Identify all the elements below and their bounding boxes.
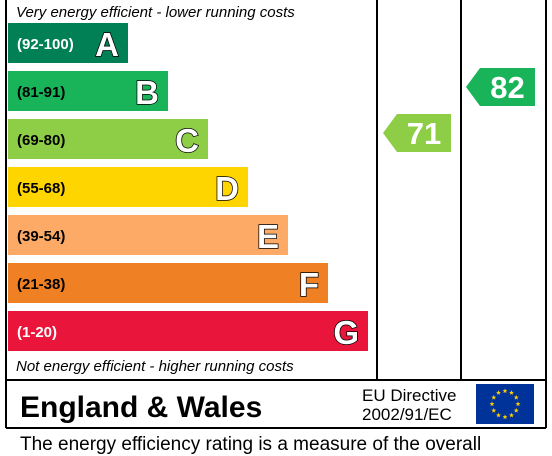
current-rating-arrow: 71: [383, 114, 451, 152]
band-b: (81-91) B: [8, 71, 168, 112]
band-range-a: (92-100): [17, 36, 74, 53]
rating-arrow-shape: [466, 68, 535, 106]
rating-value: 82: [490, 70, 524, 105]
eu-flag: [476, 384, 534, 424]
eu-star-icon: [513, 407, 519, 413]
eu-flag-stars: [489, 388, 521, 420]
directive-line-2: 2002/91/EC: [362, 405, 452, 424]
footer-text: The energy efficiency rating is a measur…: [20, 434, 482, 455]
eu-star-icon: [491, 394, 497, 400]
band-c: (69-80) C: [8, 119, 208, 160]
band-range-c: (69-80): [17, 132, 65, 149]
band-range-g: (1-20): [17, 324, 57, 341]
top-note: Very energy efficient - lower running co…: [16, 4, 295, 21]
band-bar-g: [8, 311, 368, 351]
rating-bands: (92-100) A (81-91) B (69-80) C (55-68) D (39-54)…: [8, 23, 368, 352]
band-bar-d: [8, 167, 248, 207]
band-a: (92-100) A: [8, 23, 128, 64]
band-letter-f: F: [299, 266, 319, 303]
region-label: England & Wales: [20, 391, 262, 424]
band-g: (1-20) G: [8, 311, 368, 352]
eu-star-icon: [515, 401, 521, 407]
band-bar-c: [8, 119, 208, 159]
band-e: (39-54) E: [8, 215, 288, 256]
band-letter-b: B: [135, 74, 159, 111]
band-bar-e: [8, 215, 288, 255]
eu-star-icon: [489, 401, 495, 407]
band-bar-f: [8, 263, 328, 303]
rating-arrows: 71 82: [383, 68, 535, 152]
band-f: (21-38) F: [8, 263, 328, 304]
band-letter-e: E: [257, 218, 279, 255]
band-range-e: (39-54): [17, 228, 65, 245]
eu-star-icon: [496, 390, 501, 395]
band-range-d: (55-68): [17, 180, 65, 197]
rating-value: 71: [407, 116, 441, 151]
band-range-b: (81-91): [17, 84, 65, 101]
eu-star-icon: [509, 390, 514, 395]
band-d: (55-68) D: [8, 167, 248, 208]
band-bar-b: [8, 71, 168, 111]
bottom-note: Not energy efficient - higher running co…: [16, 358, 294, 375]
band-bar-a: [8, 23, 128, 63]
eu-star-icon: [491, 407, 497, 413]
band-letter-g: G: [333, 314, 359, 351]
energy-rating-chart: Very energy efficient - lower running co…: [5, 0, 547, 429]
eu-star-icon: [496, 412, 501, 418]
potential-rating-arrow: 82: [466, 68, 535, 106]
directive-line-1: EU Directive: [362, 386, 456, 405]
eu-star-icon: [513, 394, 519, 400]
band-letter-c: C: [175, 122, 199, 159]
eu-star-icon: [509, 412, 514, 418]
eu-star-icon: [502, 388, 508, 394]
band-range-f: (21-38): [17, 276, 65, 293]
band-letter-d: D: [215, 170, 239, 207]
eu-star-icon: [502, 414, 508, 420]
chart-frame: [5, 0, 547, 429]
rating-arrow-shape: [383, 114, 451, 152]
band-letter-a: A: [95, 26, 119, 63]
